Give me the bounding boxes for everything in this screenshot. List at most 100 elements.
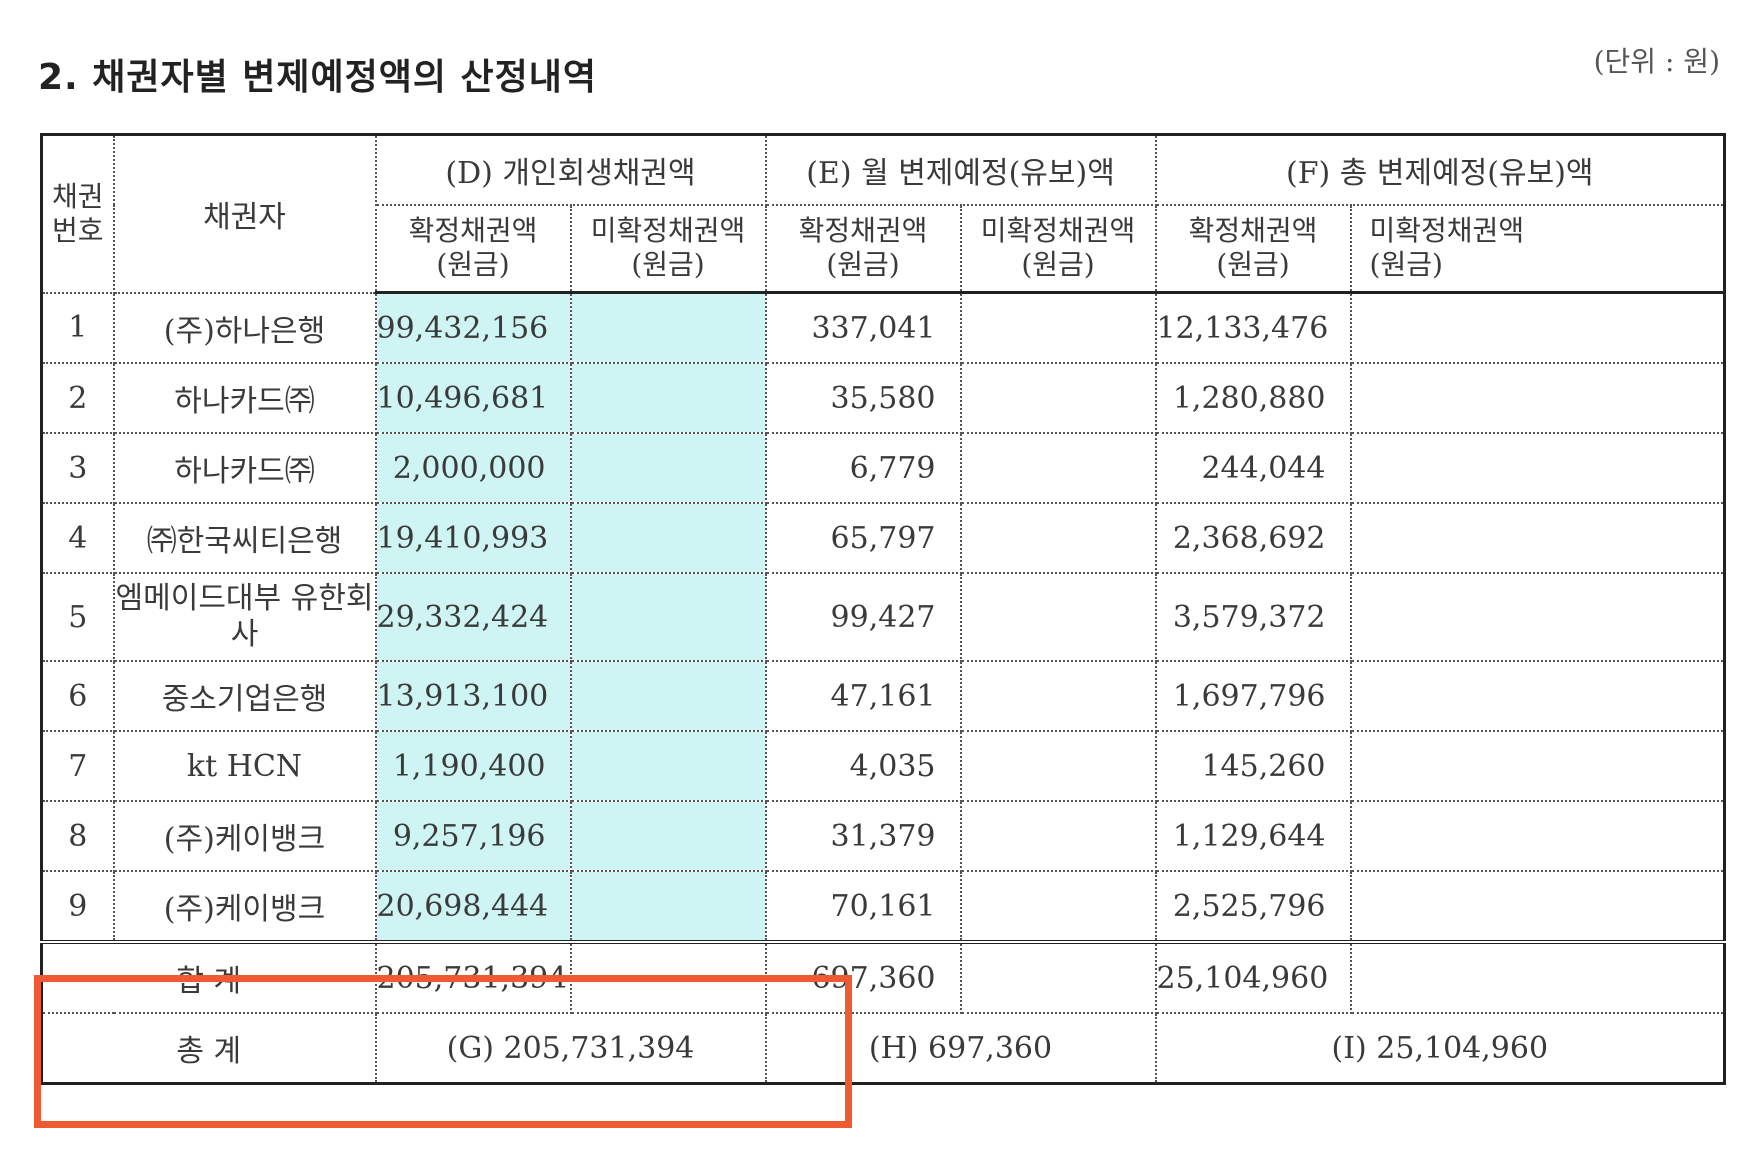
- table-row: 1 (주)하나은행 99,432,156 337,041 12,133,476: [40, 291, 1726, 364]
- d-unconfirmed-value: [569, 870, 767, 943]
- repayment-table: 채권 번호 채권자 (D) 개인회생채권액 (E) 월 변제예정(유보)액 (F…: [40, 133, 1727, 1085]
- e-confirmed-value: 65,797: [764, 502, 962, 574]
- e-confirmed-value: 4,035: [764, 730, 962, 802]
- f-confirmed-value: 2,525,796: [1154, 870, 1352, 943]
- f-confirmed-value: 12,133,476: [1154, 291, 1352, 364]
- d-confirmed-value: 29,332,424: [374, 572, 572, 662]
- e-confirmed-value: 47,161: [764, 660, 962, 732]
- d-confirmed-value: 2,000,000: [374, 432, 572, 504]
- creditor-name: 엠메이드대부 유한회사: [112, 572, 377, 662]
- d-confirmed-value: 10,496,681: [374, 362, 572, 434]
- f-confirmed-value: 1,697,796: [1154, 660, 1352, 732]
- f-confirmed-value: 145,260: [1154, 730, 1352, 802]
- creditor-name: (주)케이뱅크: [112, 870, 377, 943]
- f-unconfirmed-value: [1349, 870, 1726, 943]
- sum-e-unconfirmed: [959, 940, 1157, 1014]
- claim-no: 2: [40, 362, 115, 434]
- f-unconfirmed-value: [1349, 291, 1726, 364]
- total-row: 총 계 (G) 205,731,394 (H) 697,360 (I) 25,1…: [40, 1012, 1726, 1085]
- total-label: 총 계: [40, 1012, 377, 1085]
- e-unconfirmed-value: [959, 502, 1157, 574]
- header-e-unconfirmed: 미확정채권액 (원금): [959, 203, 1157, 294]
- creditor-name: (주)하나은행: [112, 291, 377, 364]
- d-unconfirmed-value: [569, 291, 767, 364]
- claim-no: 9: [40, 870, 115, 943]
- header-creditor: 채권자: [112, 133, 377, 294]
- sum-label: 합 계: [40, 940, 377, 1014]
- d-unconfirmed-value: [569, 362, 767, 434]
- table-row: 9 (주)케이뱅크 20,698,444 70,161 2,525,796: [40, 870, 1726, 943]
- d-confirmed-value: 99,432,156: [374, 291, 572, 364]
- header-e-confirmed: 확정채권액 (원금): [764, 203, 962, 294]
- e-unconfirmed-value: [959, 362, 1157, 434]
- total-i-value: (I) 25,104,960: [1154, 1012, 1726, 1085]
- e-unconfirmed-value: [959, 870, 1157, 943]
- d-unconfirmed-value: [569, 502, 767, 574]
- creditor-name: 하나카드㈜: [112, 362, 377, 434]
- table-row: 6 중소기업은행 13,913,100 47,161 1,697,796: [40, 660, 1726, 732]
- header-d-unconfirmed: 미확정채권액 (원금): [569, 203, 767, 294]
- d-confirmed-value: 20,698,444: [374, 870, 572, 943]
- e-confirmed-value: 99,427: [764, 572, 962, 662]
- claim-no: 3: [40, 432, 115, 504]
- d-unconfirmed-value: [569, 730, 767, 802]
- f-unconfirmed-value: [1349, 362, 1726, 434]
- header-group-d: (D) 개인회생채권액: [374, 133, 767, 206]
- f-confirmed-value: 244,044: [1154, 432, 1352, 504]
- e-unconfirmed-value: [959, 660, 1157, 732]
- sum-e-value: 697,360: [764, 940, 962, 1014]
- claim-no: 7: [40, 730, 115, 802]
- claim-no: 8: [40, 800, 115, 872]
- header-f-confirmed: 확정채권액 (원금): [1154, 203, 1352, 294]
- f-unconfirmed-value: [1349, 572, 1726, 662]
- d-confirmed-value: 13,913,100: [374, 660, 572, 732]
- d-unconfirmed-value: [569, 660, 767, 732]
- table-row: 4 ㈜한국씨티은행 19,410,993 65,797 2,368,692: [40, 502, 1726, 574]
- claim-no: 6: [40, 660, 115, 732]
- e-confirmed-value: 6,779: [764, 432, 962, 504]
- table-row: 3 하나카드㈜ 2,000,000 6,779 244,044: [40, 432, 1726, 504]
- sum-d-value: 205,731,394: [374, 940, 572, 1014]
- f-unconfirmed-value: [1349, 730, 1726, 802]
- e-unconfirmed-value: [959, 730, 1157, 802]
- header-group-e: (E) 월 변제예정(유보)액: [764, 133, 1157, 206]
- claim-no: 1: [40, 291, 115, 364]
- f-confirmed-value: 1,280,880: [1154, 362, 1352, 434]
- section-title: 2. 채권자별 변제예정액의 산정내역: [38, 57, 598, 98]
- claim-no: 5: [40, 572, 115, 662]
- e-unconfirmed-value: [959, 432, 1157, 504]
- e-unconfirmed-value: [959, 800, 1157, 872]
- table-row: 2 하나카드㈜ 10,496,681 35,580 1,280,880: [40, 362, 1726, 434]
- header-f-unconfirmed: 미확정채권액 (원금): [1349, 203, 1726, 294]
- d-unconfirmed-value: [569, 572, 767, 662]
- e-unconfirmed-value: [959, 291, 1157, 364]
- total-g-value: (G) 205,731,394: [374, 1012, 767, 1085]
- claim-no: 4: [40, 502, 115, 574]
- creditor-name: (주)케이뱅크: [112, 800, 377, 872]
- creditor-name: kt HCN: [112, 730, 377, 802]
- d-confirmed-value: 9,257,196: [374, 800, 572, 872]
- f-unconfirmed-value: [1349, 800, 1726, 872]
- d-unconfirmed-value: [569, 432, 767, 504]
- creditor-name: 하나카드㈜: [112, 432, 377, 504]
- e-confirmed-value: 35,580: [764, 362, 962, 434]
- f-unconfirmed-value: [1349, 660, 1726, 732]
- f-confirmed-value: 2,368,692: [1154, 502, 1352, 574]
- unit-label: (단위 : 원): [1593, 45, 1720, 78]
- header-d-confirmed: 확정채권액 (원금): [374, 203, 572, 294]
- e-confirmed-value: 31,379: [764, 800, 962, 872]
- creditor-name: 중소기업은행: [112, 660, 377, 732]
- table-row: 8 (주)케이뱅크 9,257,196 31,379 1,129,644: [40, 800, 1726, 872]
- table-row: 5 엠메이드대부 유한회사 29,332,424 99,427 3,579,37…: [40, 572, 1726, 662]
- f-unconfirmed-value: [1349, 502, 1726, 574]
- header-group-f: (F) 총 변제예정(유보)액: [1154, 133, 1726, 206]
- creditor-name: ㈜한국씨티은행: [112, 502, 377, 574]
- header-claim-no: 채권 번호: [40, 133, 115, 294]
- f-confirmed-value: 3,579,372: [1154, 572, 1352, 662]
- e-confirmed-value: 337,041: [764, 291, 962, 364]
- f-unconfirmed-value: [1349, 432, 1726, 504]
- e-confirmed-value: 70,161: [764, 870, 962, 943]
- d-confirmed-value: 19,410,993: [374, 502, 572, 574]
- f-confirmed-value: 1,129,644: [1154, 800, 1352, 872]
- table-row: 7 kt HCN 1,190,400 4,035 145,260: [40, 730, 1726, 802]
